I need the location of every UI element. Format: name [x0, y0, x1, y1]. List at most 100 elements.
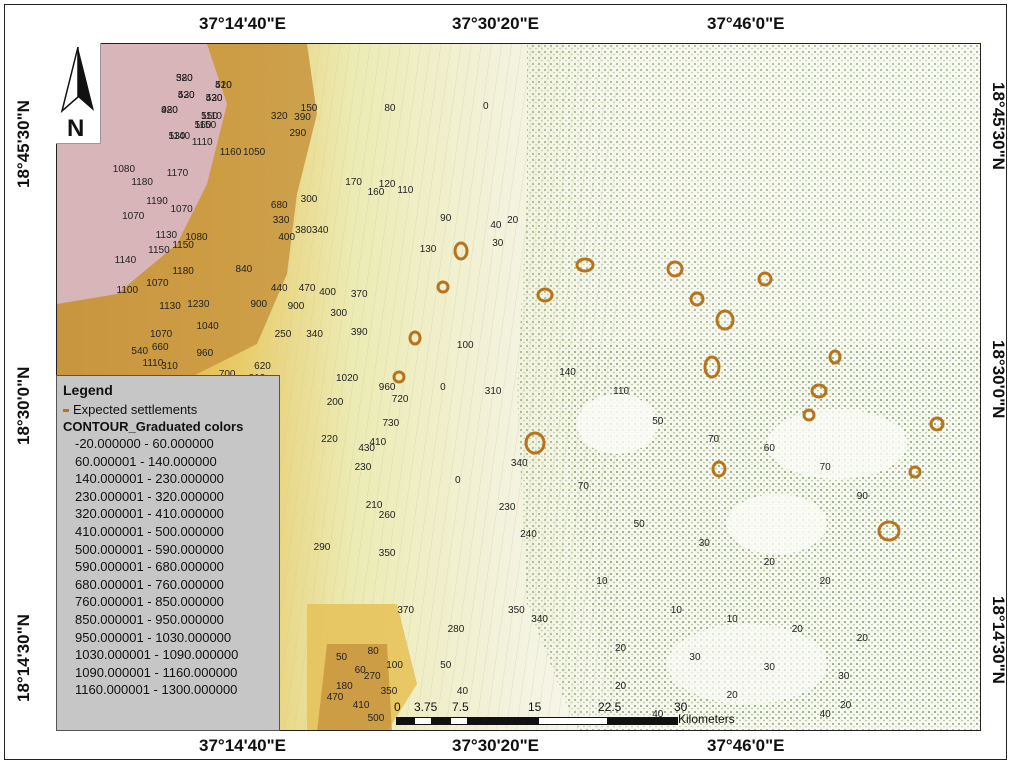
contour-label: 390 — [350, 327, 368, 339]
contour-label: 900 — [287, 300, 305, 312]
contour-label: 1080 — [112, 163, 136, 175]
legend-classes: -20.000000 - 60.000000 60.000001 - 140.00… — [63, 435, 273, 699]
contour-label: 470 — [298, 283, 316, 295]
settlement-symbol-icon — [63, 409, 69, 413]
contour-label: 1140 — [114, 254, 137, 266]
contour-label: 420 — [177, 89, 195, 101]
contour-label: 1110 — [201, 110, 222, 122]
contour-label: 1150 — [194, 120, 217, 131]
contour-label: 0 — [455, 475, 461, 487]
scale-label-2: 7.5 — [452, 700, 469, 714]
contour-label: 960 — [378, 382, 396, 394]
contour-label: 1180 — [172, 266, 194, 278]
contour-label: 620 — [254, 361, 271, 373]
scale-seg-2 — [414, 717, 432, 725]
contour-label: 50 — [336, 652, 348, 663]
legend-class-item: 850.000001 - 950.000000 — [75, 611, 224, 627]
contour-label: 1070 — [146, 277, 169, 289]
contour-label: 110 — [613, 386, 630, 397]
contour-label: 720 — [391, 393, 409, 405]
contour-label: 10 — [726, 614, 738, 625]
contour-label: 480 — [161, 104, 178, 116]
contour-label: 50 — [652, 416, 664, 428]
contour-label: 230 — [354, 462, 372, 473]
contour-label: 1110 — [142, 357, 164, 369]
contour-label: 70 — [577, 481, 589, 492]
contour-label: 960 — [196, 348, 214, 359]
contour-label: 40 — [819, 709, 831, 720]
contour-label: 440 — [270, 283, 288, 295]
contour-label: 120 — [378, 178, 396, 190]
graticule-top-1: 37°14'40"E — [199, 14, 286, 33]
contour-label: 380 — [176, 72, 193, 84]
scale-label-3: 15 — [528, 700, 542, 714]
legend-class-item: 500.000001 - 590.000000 — [75, 541, 224, 557]
scale-seg-1 — [396, 717, 414, 725]
contour-label: 70 — [708, 433, 720, 445]
contour-label: 700 — [219, 369, 236, 380]
contour-label: 730 — [382, 418, 400, 430]
contour-label: 340 — [306, 329, 323, 340]
north-letter: N — [67, 115, 85, 142]
contour-label: 680 — [270, 199, 288, 211]
contour-label: 560 — [194, 120, 212, 131]
contour-label: 530 — [168, 131, 186, 143]
north-arrow-icon — [60, 46, 94, 114]
contour-label: 1190 — [146, 196, 168, 207]
contour-label: 20 — [856, 633, 868, 644]
legend-settlements-label: Expected settlements — [73, 402, 198, 417]
contour-label: 1050 — [243, 146, 266, 158]
contour-label: 10 — [670, 604, 682, 616]
contour-label: 180 — [336, 680, 353, 692]
contour-label: 50 — [633, 519, 645, 530]
contour-label: 240 — [520, 528, 537, 540]
scale-seg-6 — [538, 717, 608, 725]
contour-label: 220 — [321, 433, 338, 445]
contour-label: 1070 — [122, 211, 145, 223]
contour-label: 70 — [819, 462, 831, 473]
contour-label: 300 — [330, 308, 348, 320]
contour-label: 340 — [531, 614, 548, 625]
graticule-bottom-1: 37°14'40"E — [199, 736, 286, 755]
contour-label: 390 — [294, 112, 311, 124]
scale-seg-3 — [432, 717, 450, 725]
contour-label: 210 — [365, 500, 383, 511]
scale-seg-5 — [468, 717, 538, 725]
legend-group-label: CONTOUR_Graduated colors — [63, 419, 244, 434]
contour-label: 160 — [367, 186, 385, 198]
legend-class-item: 680.000001 - 760.000000 — [75, 576, 224, 592]
scale-label-1: 3.75 — [414, 700, 438, 714]
contour-label: 90 — [856, 490, 868, 502]
legend-class-item: 320.000001 - 410.000000 — [75, 506, 224, 522]
contour-label: 470 — [326, 691, 344, 703]
contour-label: 0 — [482, 101, 489, 112]
contour-label: 350 — [508, 604, 525, 616]
contour-label: 50 — [440, 659, 452, 671]
contour-label: 370 — [350, 289, 368, 301]
contour-label: 340 — [311, 224, 329, 236]
contour-label: 1160 — [219, 146, 242, 158]
contour-label: 920 — [161, 104, 178, 116]
contour-label: 60 — [354, 665, 366, 677]
contour-label: 100 — [386, 659, 403, 671]
contour-label: 1150 — [148, 245, 170, 257]
contour-label: 540 — [131, 346, 149, 358]
contour-label: 840 — [235, 264, 253, 276]
scale-seg-7 — [608, 717, 678, 725]
contour-label: 400 — [319, 287, 336, 299]
contour-label: 520 — [215, 80, 232, 92]
contour-label: 1080 — [185, 232, 208, 244]
contour-label: 1070 — [150, 329, 173, 340]
contour-label: 520 — [205, 93, 223, 105]
contour-label: 250 — [274, 329, 292, 340]
legend-class-item: 1160.000001 - 1300.000000 — [75, 682, 238, 698]
contour-label: 310 — [484, 386, 502, 397]
contour-label: 410 — [352, 699, 370, 711]
contour-label: 280 — [447, 623, 465, 635]
contour-label: 20 — [840, 699, 852, 711]
contour-label: 40 — [652, 709, 664, 720]
contour-label: 400 — [278, 232, 296, 244]
contour-label: 1040 — [196, 321, 219, 333]
scale-label-4: 22.5 — [598, 700, 622, 714]
legend-title: Legend — [63, 382, 113, 398]
